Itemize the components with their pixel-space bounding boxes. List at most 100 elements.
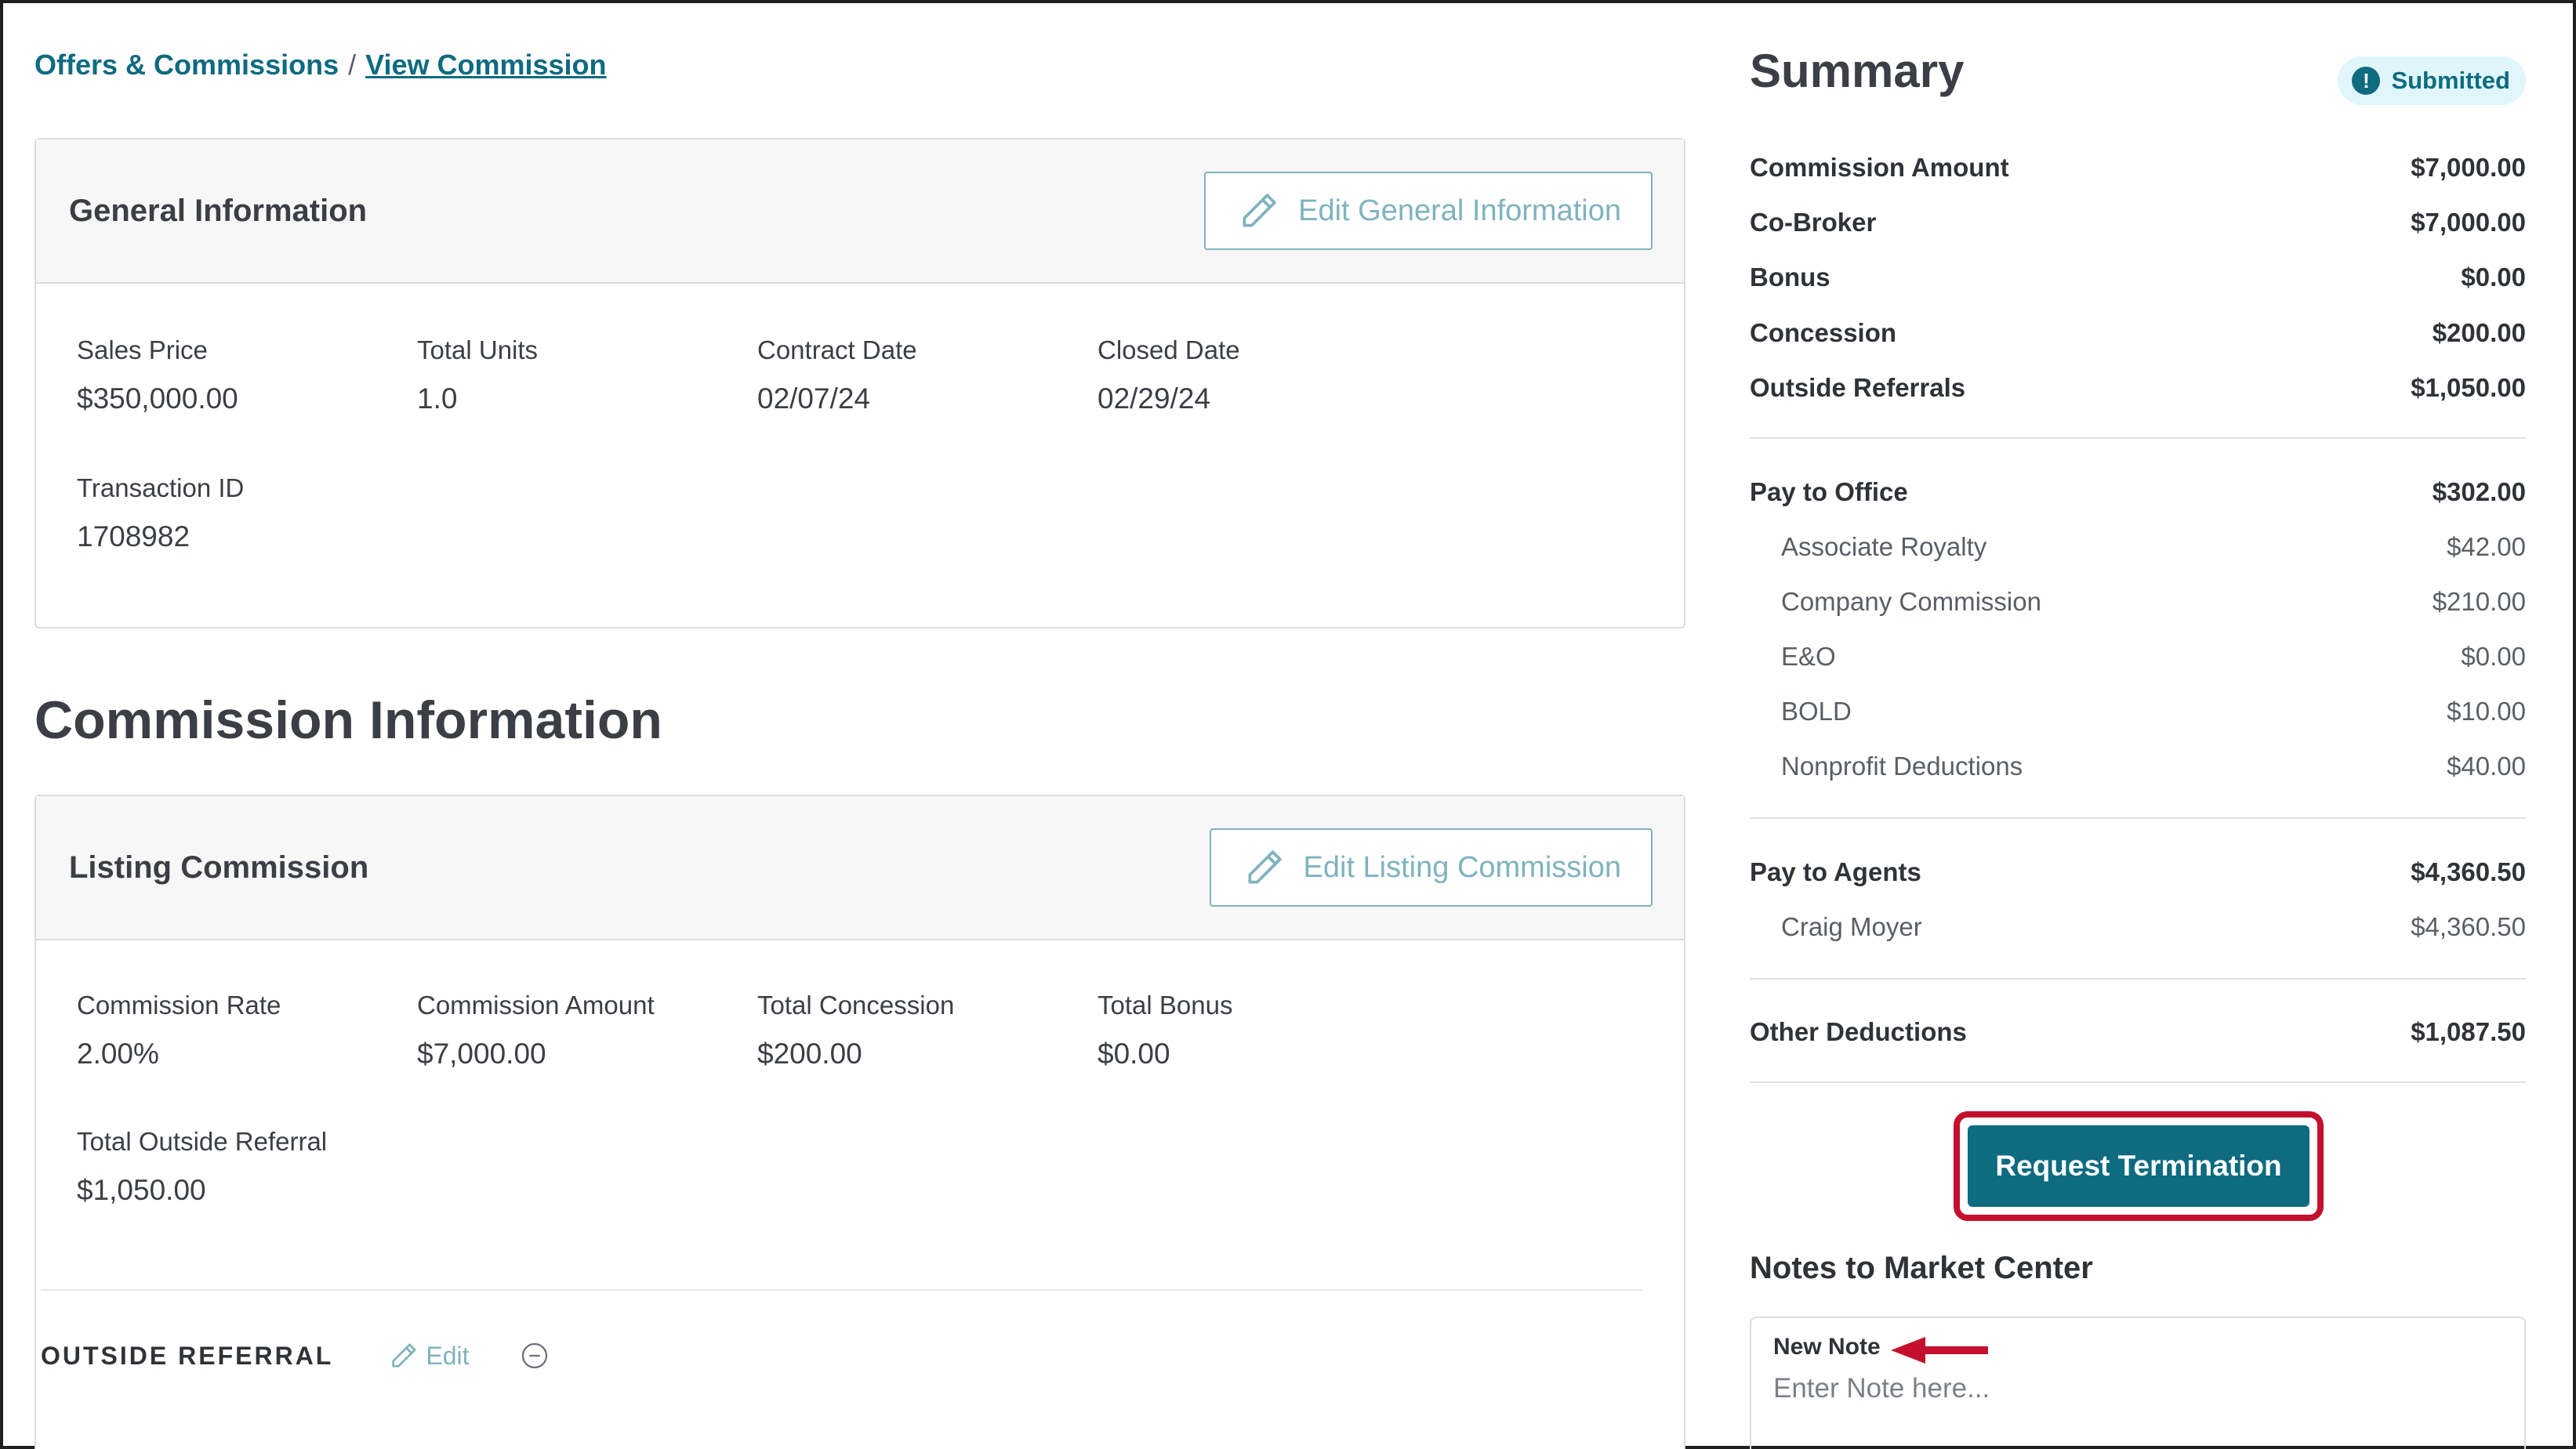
outside-referral-label: OUTSIDE REFERRAL — [41, 1341, 334, 1370]
listing-commission-title: Listing Commission — [69, 849, 369, 885]
summary-row-bonus: Bonus $0.00 — [1750, 258, 2526, 297]
exclamation-circle-icon: ! — [2352, 67, 2381, 95]
total-concession-field: Total Concession $200.00 — [757, 940, 1098, 1070]
breadcrumb-separator: / — [348, 49, 357, 81]
summary-value: $42.00 — [2447, 532, 2526, 561]
summary-value: $1,087.50 — [2411, 1017, 2526, 1046]
edit-listing-commission-label: Edit Listing Commission — [1303, 850, 1621, 884]
total-bonus-field: Total Bonus $0.00 — [1098, 940, 1438, 1070]
edit-general-information-button[interactable]: Edit General Information — [1204, 172, 1653, 250]
status-badge: ! Submitted — [2338, 56, 2526, 105]
summary-divider — [1750, 817, 2526, 819]
summary-row-nonprofit-deductions: Nonprofit Deductions $40.00 — [1750, 747, 2526, 786]
field-label: Total Concession — [757, 991, 955, 1020]
field-value: 02/29/24 — [1098, 382, 1211, 415]
summary-value: $0.00 — [2461, 263, 2526, 292]
field-value: 2.00% — [77, 1038, 159, 1070]
field-value: 1708982 — [77, 520, 190, 552]
new-note-label: New Note — [1773, 1334, 1881, 1360]
general-information-header: General Information Edit General Informa… — [36, 139, 1684, 284]
summary-value: $302.00 — [2432, 477, 2526, 506]
summary-label: E&O — [1781, 642, 1836, 671]
breadcrumb-view-commission[interactable]: View Commission — [365, 49, 607, 81]
summary-label: Craig Moyer — [1781, 912, 1922, 941]
summary-panel: Summary ! Submitted Commission Amount $7… — [1750, 44, 2526, 1083]
notes-title: Notes to Market Center — [1750, 1251, 2093, 1285]
summary-label: BOLD — [1781, 697, 1852, 726]
summary-value: $4,360.50 — [2411, 912, 2526, 941]
summary-label: Pay to Office — [1750, 477, 1908, 506]
field-value: $7,000.00 — [417, 1038, 546, 1070]
new-note-input[interactable] — [1773, 1373, 2510, 1404]
summary-row-associate-royalty: Associate Royalty $42.00 — [1750, 527, 2526, 567]
pencil-icon — [1247, 850, 1282, 884]
summary-value: $0.00 — [2461, 642, 2526, 671]
summary-divider — [1750, 437, 2526, 439]
minus-circle-icon[interactable] — [519, 1340, 550, 1371]
general-information-card: General Information Edit General Informa… — [34, 138, 1685, 629]
summary-row-outside-referrals: Outside Referrals $1,050.00 — [1750, 368, 2526, 408]
summary-row-concession: Concession $200.00 — [1750, 313, 2526, 353]
field-value: $0.00 — [1098, 1038, 1170, 1070]
pencil-icon — [392, 1343, 416, 1367]
edit-listing-commission-button[interactable]: Edit Listing Commission — [1209, 828, 1653, 907]
summary-label: Co-Broker — [1750, 208, 1877, 237]
summary-value: $7,000.00 — [2411, 153, 2526, 182]
field-value: 02/07/24 — [757, 382, 871, 415]
field-label: Contract Date — [757, 335, 917, 364]
summary-label: Bonus — [1750, 263, 1830, 292]
field-label: Closed Date — [1098, 335, 1240, 364]
referral-divider — [41, 1289, 1643, 1291]
pencil-icon — [1243, 194, 1276, 227]
summary-value: $200.00 — [2432, 318, 2526, 347]
field-label: Transaction ID — [77, 473, 245, 502]
request-termination-button[interactable]: Request Termination — [1968, 1125, 2309, 1207]
field-value: 1.0 — [417, 382, 458, 415]
field-value: $1,050.00 — [77, 1174, 206, 1206]
breadcrumb: Offers & Commissions / View Commission — [34, 49, 607, 82]
closed-date-field: Closed Date 02/29/24 — [1098, 284, 1438, 415]
summary-value: $1,050.00 — [2411, 373, 2526, 402]
field-label: Total Outside Referral — [77, 1127, 328, 1156]
summary-value: $4,360.50 — [2411, 857, 2526, 886]
summary-label: Other Deductions — [1750, 1017, 1967, 1046]
field-label: Commission Rate — [77, 991, 281, 1020]
summary-value: $40.00 — [2447, 752, 2526, 781]
field-label: Total Bonus — [1098, 991, 1233, 1020]
sales-price-field: Sales Price $350,000.00 — [77, 284, 417, 415]
field-label: Total Units — [417, 335, 539, 364]
summary-value: $10.00 — [2447, 697, 2526, 726]
outside-referral-row: OUTSIDE REFERRAL Edit — [41, 1340, 550, 1371]
commission-rate-field: Commission Rate 2.00% — [77, 940, 417, 1070]
summary-label: Outside Referrals — [1750, 373, 1966, 402]
summary-row-pay-to-agents: Pay to Agents $4,360.50 — [1750, 853, 2526, 892]
summary-divider — [1750, 978, 2526, 980]
listing-commission-header: Listing Commission Edit Listing Commissi… — [36, 796, 1684, 940]
field-value: $350,000.00 — [77, 382, 238, 415]
total-units-field: Total Units 1.0 — [417, 284, 757, 415]
summary-label: Pay to Agents — [1750, 857, 1921, 886]
breadcrumb-offers-commissions[interactable]: Offers & Commissions — [34, 49, 339, 81]
summary-label: Concession — [1750, 318, 1897, 347]
summary-label: Company Commission — [1781, 587, 2041, 616]
general-information-title: General Information — [69, 193, 368, 228]
field-label: Commission Amount — [417, 991, 655, 1020]
total-outside-referral-field: Total Outside Referral $1,050.00 — [77, 1070, 417, 1207]
summary-row-eo: E&O $0.00 — [1750, 637, 2526, 676]
outside-referral-edit-link[interactable]: Edit — [388, 1340, 469, 1371]
summary-row-bold: BOLD $10.00 — [1750, 692, 2526, 731]
status-text: Submitted — [2391, 67, 2510, 94]
summary-title: Summary — [1750, 45, 1965, 97]
new-note-box — [1750, 1317, 2526, 1449]
summary-row-pay-to-office: Pay to Office $302.00 — [1750, 473, 2526, 512]
outside-referral-edit-label: Edit — [426, 1341, 470, 1370]
arrow-left-icon — [1891, 1337, 1988, 1364]
summary-row-other-deductions: Other Deductions $1,087.50 — [1750, 1012, 2526, 1052]
contract-date-field: Contract Date 02/07/24 — [757, 284, 1098, 415]
listing-commission-fields: Commission Rate 2.00% Commission Amount … — [36, 940, 1684, 1207]
edit-general-information-label: Edit General Information — [1298, 194, 1621, 227]
summary-row-company-commission: Company Commission $210.00 — [1750, 582, 2526, 621]
summary-row-agent: Craig Moyer $4,360.50 — [1750, 907, 2526, 947]
general-information-fields: Sales Price $350,000.00 Total Units 1.0 … — [36, 284, 1684, 553]
field-label: Sales Price — [77, 335, 208, 364]
